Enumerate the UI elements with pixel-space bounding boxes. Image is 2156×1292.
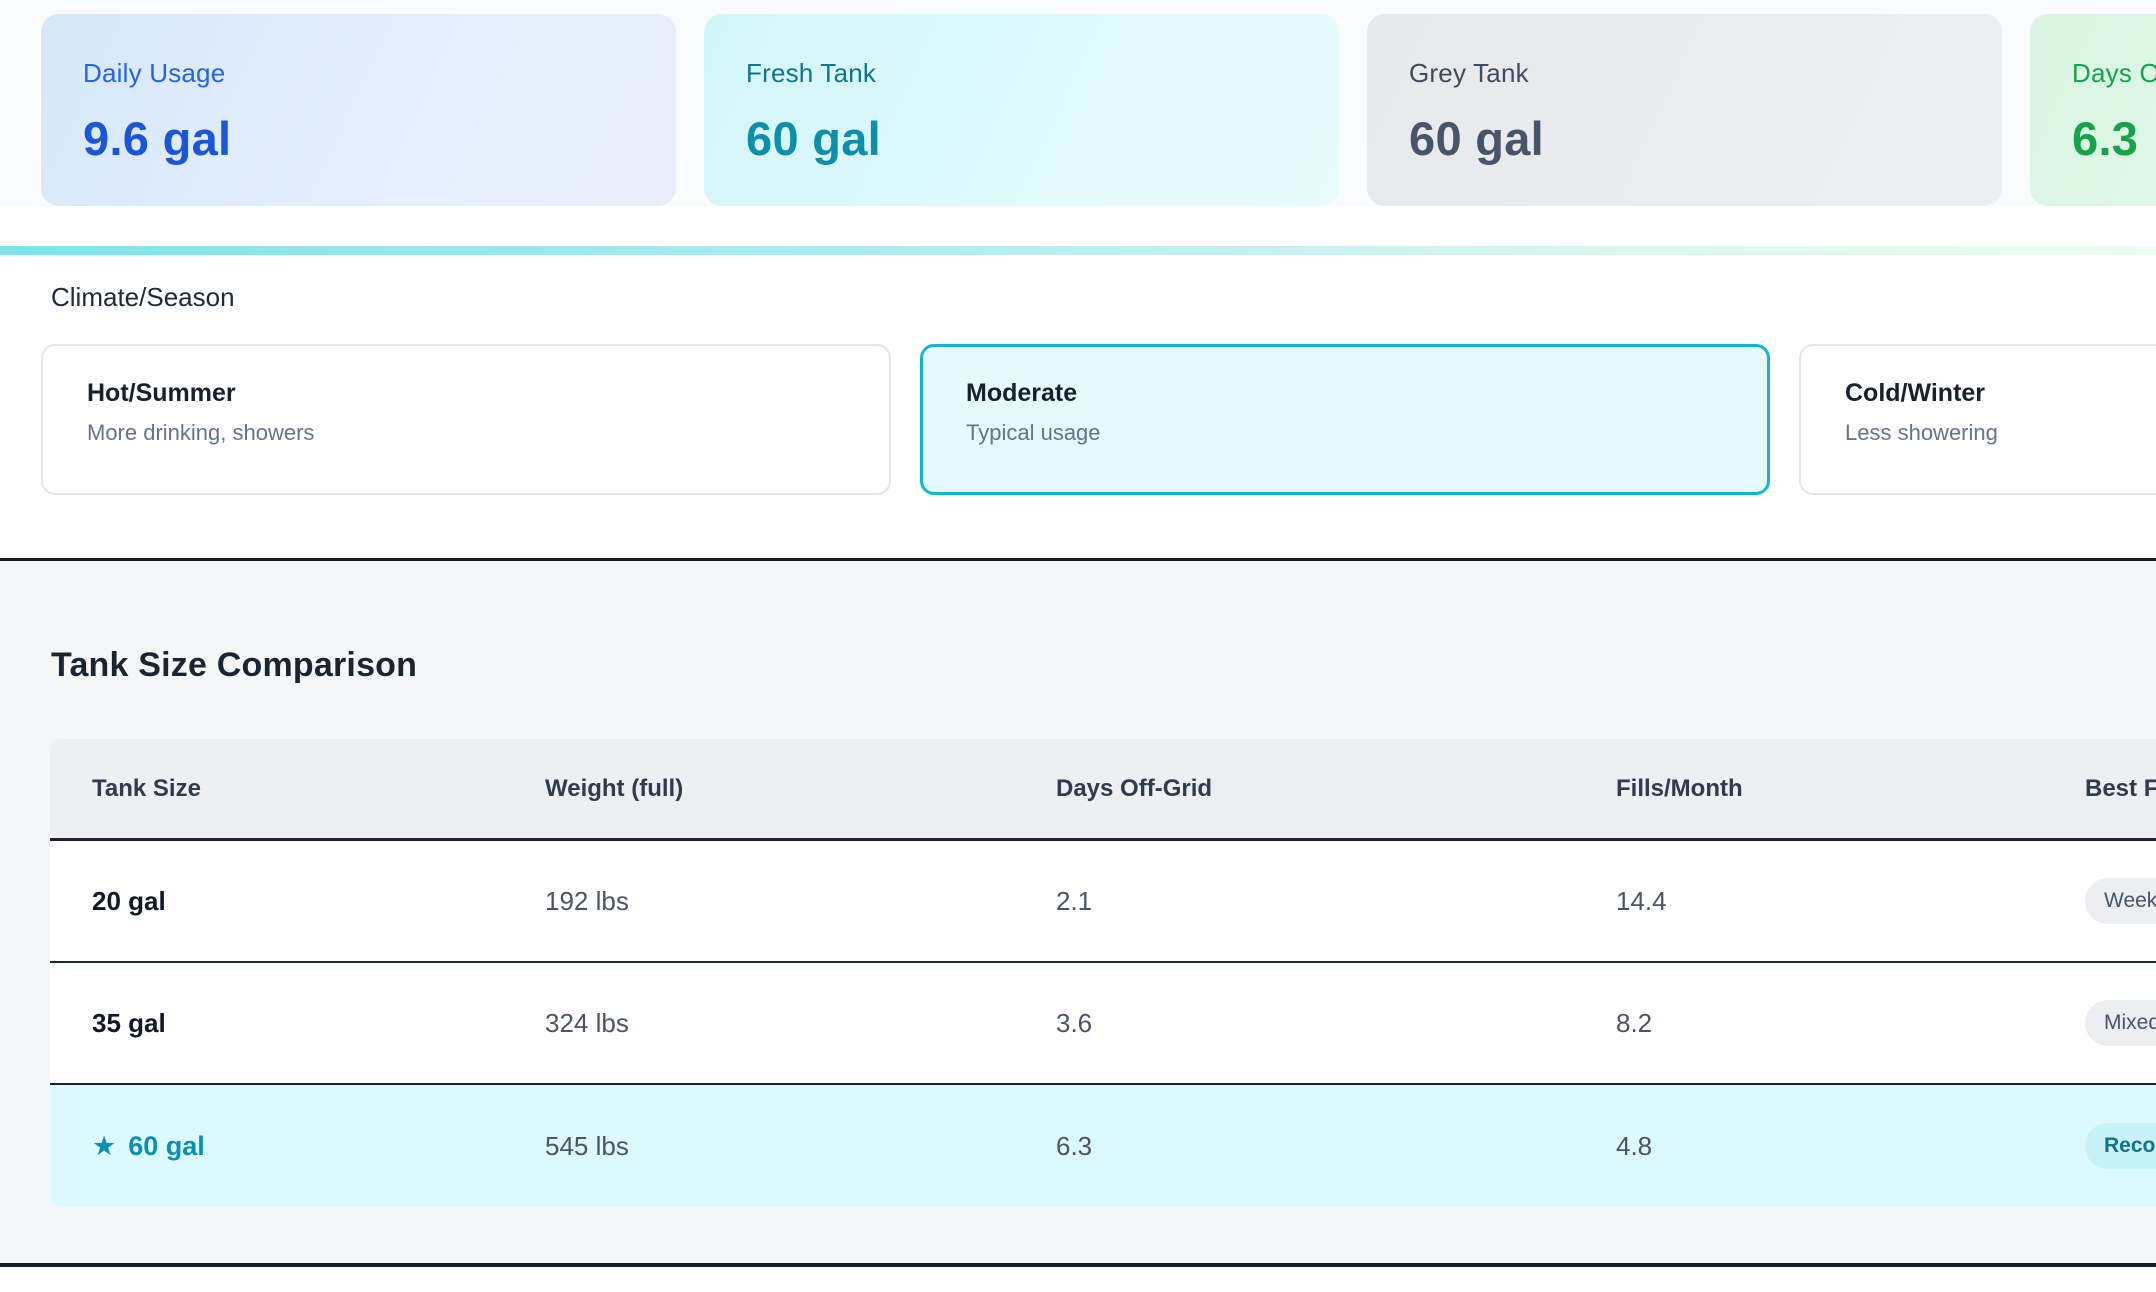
recommended-badge: Recommended bbox=[2085, 1123, 2156, 1169]
stat-card-days-offgrid: Days Off-Grid 6.3 bbox=[2030, 14, 2156, 206]
option-subtitle: More drinking, showers bbox=[87, 420, 315, 445]
cell-days: 6.3 bbox=[1056, 1130, 1093, 1161]
stat-value: 9.6 gal bbox=[83, 112, 232, 165]
table-row-recommended: ★ 60 gal 545 lbs 6.3 4.8 Recommended bbox=[50, 1085, 2156, 1207]
star-icon: ★ bbox=[92, 1130, 117, 1161]
stat-value: 60 gal bbox=[1409, 112, 1545, 165]
stat-label: Daily Usage bbox=[83, 58, 226, 88]
option-title: Hot/Summer bbox=[87, 379, 236, 407]
tank-size-comparison-section: Tank Size Comparison Tank Size Weight (f… bbox=[0, 558, 2156, 1267]
cell-weight: 324 lbs bbox=[545, 1007, 629, 1038]
cell-days: 3.6 bbox=[1056, 1007, 1093, 1038]
cell-weight: 192 lbs bbox=[545, 885, 629, 916]
cell-days: 2.1 bbox=[1056, 885, 1093, 916]
option-title: Cold/Winter bbox=[1845, 379, 1986, 407]
best-for-badge: Mixed use bbox=[2085, 1000, 2156, 1046]
climate-option-moderate[interactable]: Moderate Typical usage bbox=[920, 344, 1770, 495]
option-subtitle: Typical usage bbox=[966, 420, 1101, 445]
stat-value: 60 gal bbox=[746, 112, 882, 165]
comparison-table: Tank Size Weight (full) Days Off-Grid Fi… bbox=[50, 739, 2156, 1207]
cell-fills: 4.8 bbox=[1616, 1130, 1653, 1161]
best-for-badge: Weekender bbox=[2085, 878, 2156, 924]
option-subtitle: Less showering bbox=[1845, 420, 1998, 445]
table-row: 35 gal 324 lbs 3.6 8.2 Mixed use bbox=[50, 963, 2156, 1085]
stat-cards-row: Daily Usage 9.6 gal Fresh Tank 60 gal Gr… bbox=[41, 14, 2156, 206]
cell-fills: 8.2 bbox=[1616, 1007, 1653, 1038]
cell-fills: 14.4 bbox=[1616, 885, 1667, 916]
climate-section: Climate/Season Hot/Summer More drinking,… bbox=[0, 255, 2156, 495]
table-header-row: Tank Size Weight (full) Days Off-Grid Fi… bbox=[50, 739, 2156, 841]
stat-card-grey-tank: Grey Tank 60 gal bbox=[1367, 14, 2002, 206]
col-header-tank-size: Tank Size bbox=[92, 774, 201, 802]
section-title: Tank Size Comparison bbox=[51, 646, 418, 684]
stat-card-fresh-tank: Fresh Tank 60 gal bbox=[704, 14, 1339, 206]
col-header-weight: Weight (full) bbox=[545, 774, 684, 802]
stat-card-daily-usage: Daily Usage 9.6 gal bbox=[41, 14, 676, 206]
col-header-best-for: Best For bbox=[2085, 774, 2156, 802]
climate-option-hot-summer[interactable]: Hot/Summer More drinking, showers bbox=[41, 344, 891, 495]
climate-option-cold-winter[interactable]: Cold/Winter Less showering bbox=[1799, 344, 2156, 495]
table-row: 20 gal 192 lbs 2.1 14.4 Weekender bbox=[50, 841, 2156, 963]
cell-weight: 545 lbs bbox=[545, 1130, 629, 1161]
stat-label: Days Off-Grid bbox=[2072, 58, 2156, 88]
stat-value: 6.3 bbox=[2072, 112, 2139, 165]
teal-divider-strip bbox=[0, 246, 2156, 255]
cell-tank-size: ★ 60 gal bbox=[92, 1131, 545, 1162]
stat-label: Fresh Tank bbox=[746, 58, 877, 88]
recommended-size-label: 60 gal bbox=[128, 1130, 205, 1161]
stat-label: Grey Tank bbox=[1409, 58, 1529, 88]
climate-season-label: Climate/Season bbox=[51, 282, 235, 312]
stats-bar: Daily Usage 9.6 gal Fresh Tank 60 gal Gr… bbox=[0, 0, 2156, 206]
cell-tank-size: 20 gal bbox=[92, 885, 166, 916]
col-header-fills-month: Fills/Month bbox=[1616, 774, 1743, 802]
climate-options-group: Hot/Summer More drinking, showers Modera… bbox=[41, 344, 2156, 495]
col-header-days-offgrid: Days Off-Grid bbox=[1056, 774, 1213, 802]
cell-tank-size: 35 gal bbox=[92, 1007, 166, 1038]
option-title: Moderate bbox=[966, 379, 1078, 407]
